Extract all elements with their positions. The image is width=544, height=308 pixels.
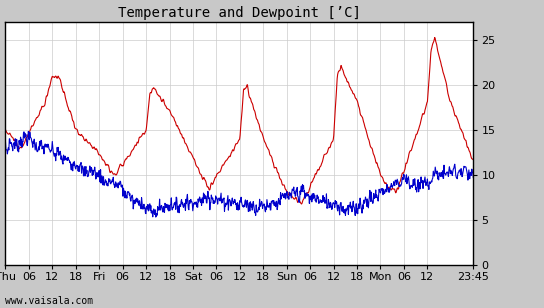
- Title: Temperature and Dewpoint [’C]: Temperature and Dewpoint [’C]: [118, 6, 361, 20]
- Text: www.vaisala.com: www.vaisala.com: [5, 297, 94, 306]
